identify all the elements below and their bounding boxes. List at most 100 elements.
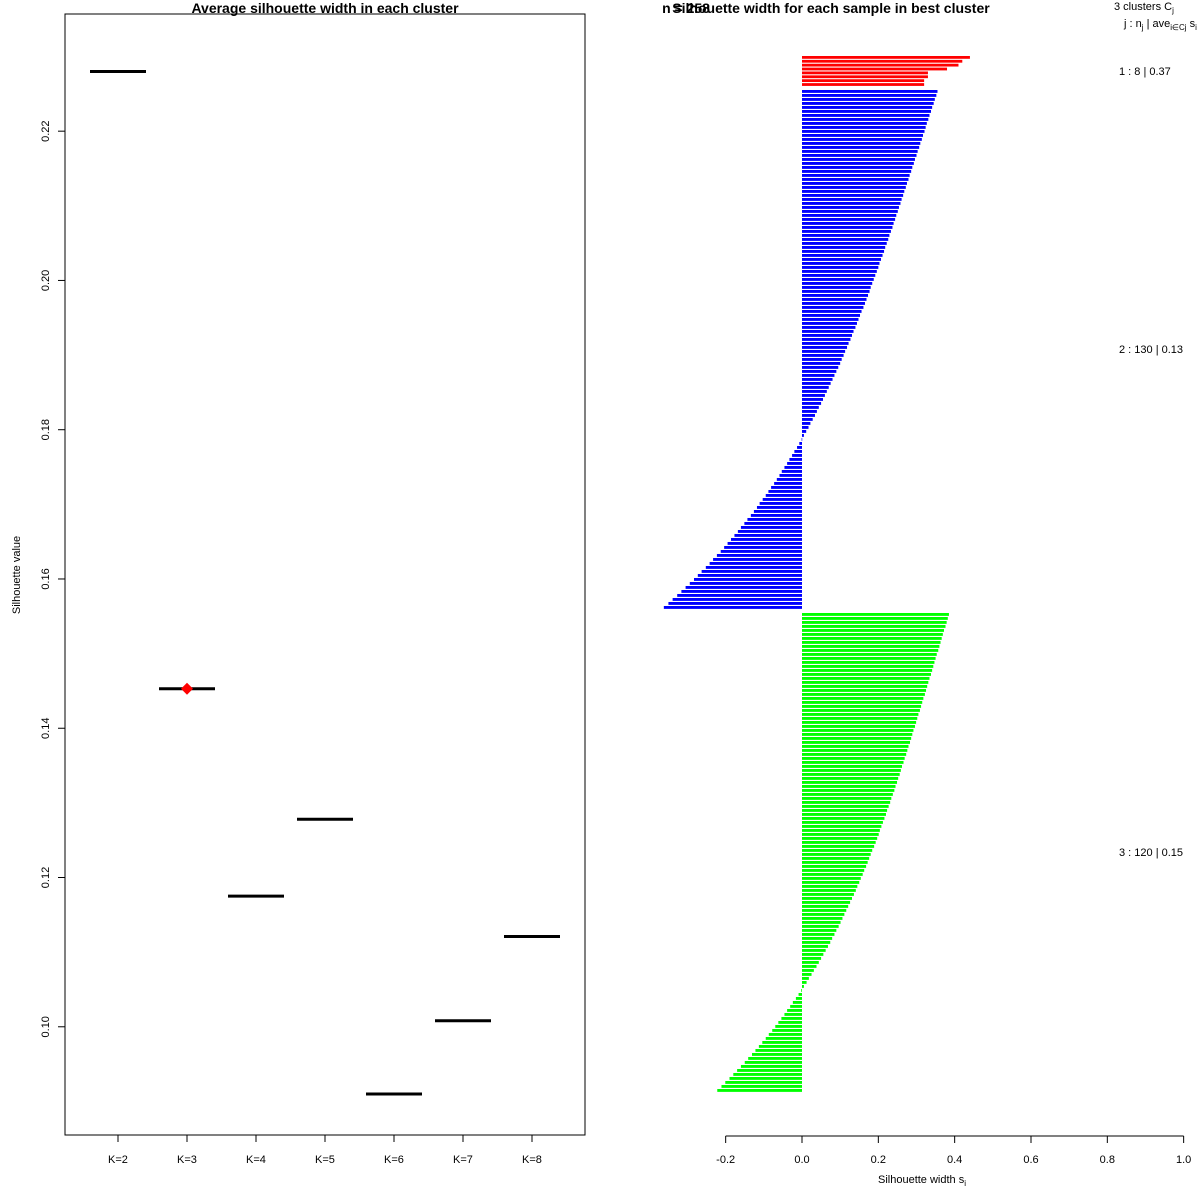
- silhouette-bar-c3-114: [737, 1069, 802, 1072]
- silhouette-bar-c3-104: [772, 1029, 802, 1032]
- silhouette-bar-c2-41: [802, 254, 883, 257]
- silhouette-bar-c2-17: [802, 158, 915, 161]
- silhouette-bar-c3-63: [802, 865, 867, 868]
- silhouette-bar-c3-116: [729, 1077, 802, 1080]
- silhouette-bar-c2-107: [747, 518, 802, 521]
- left-y-axis-label: Silhouette value: [11, 536, 23, 614]
- silhouette-bar-c2-22: [802, 178, 909, 181]
- cluster-legend: 3 clusters Cj j : nj | avei∈Cj si 1 : 8 …: [1114, 1, 1197, 859]
- silhouette-bar-c3-30: [802, 733, 913, 736]
- left-x-tick-label-4: K=6: [384, 1154, 404, 1166]
- silhouette-bar-c3-103: [775, 1025, 802, 1028]
- silhouette-bar-c2-71: [802, 374, 835, 377]
- silhouette-bar-c2-7: [802, 118, 929, 121]
- silhouette-bar-c2-124: [685, 586, 802, 589]
- silhouette-bar-c2-63: [802, 342, 849, 345]
- silhouette-bar-c3-101: [781, 1017, 802, 1020]
- silhouette-bar-c3-22: [802, 701, 923, 704]
- silhouette-bar-c2-100: [768, 490, 802, 493]
- legend-header-columns: j : nj | avei∈Cj si: [1123, 18, 1197, 32]
- silhouette-bar-c3-20: [802, 693, 925, 696]
- avg-silhouette-panel: Average silhouette width in each cluster…: [11, 0, 586, 1166]
- silhouette-bar-c3-10: [802, 653, 937, 656]
- silhouette-bar-c2-84: [802, 426, 809, 429]
- silhouette-bar-c2-119: [705, 566, 802, 569]
- silhouette-bar-c3-8: [802, 645, 940, 648]
- silhouette-bar-c2-38: [802, 242, 887, 245]
- silhouette-bar-c2-120: [701, 570, 802, 573]
- silhouette-bar-c2-128: [668, 602, 802, 605]
- silhouette-bar-c2-32: [802, 218, 896, 221]
- silhouette-bar-c3-94: [801, 989, 802, 992]
- silhouette-bar-c3-48: [802, 805, 889, 808]
- left-y-tick-label-5: 0.20: [40, 270, 52, 291]
- right-x-axis-label: Silhouette width si: [878, 1174, 966, 1188]
- silhouette-bar-c3-105: [768, 1033, 802, 1036]
- best-k-marker: [181, 682, 193, 695]
- silhouette-bar-c3-70: [802, 893, 854, 896]
- silhouette-bar-c2-91: [792, 454, 802, 457]
- silhouette-bar-c2-104: [756, 506, 802, 509]
- silhouette-bar-c2-109: [740, 526, 802, 529]
- silhouette-bar-c3-12: [802, 661, 935, 664]
- left-chart-title: Average silhouette width in each cluster: [191, 0, 459, 16]
- silhouette-bar-c3-50: [802, 813, 886, 816]
- silhouette-bar-c3-0: [802, 613, 949, 616]
- silhouette-bar-c3-112: [744, 1061, 802, 1064]
- sample-silhouette-panel: Silhouette width for each sample in best…: [662, 0, 1197, 1188]
- silhouette-bar-c2-56: [802, 314, 861, 317]
- silhouette-bar-c3-76: [802, 917, 843, 920]
- silhouette-bar-c3-118: [721, 1085, 802, 1088]
- silhouette-bar-c3-67: [802, 881, 860, 884]
- silhouette-bar-c3-26: [802, 717, 918, 720]
- silhouette-bar-c3-44: [802, 789, 895, 792]
- silhouette-bar-c2-60: [802, 330, 854, 333]
- silhouette-bar-c3-9: [802, 649, 939, 652]
- silhouette-bar-c3-62: [802, 861, 868, 864]
- silhouette-bar-c2-89: [797, 446, 802, 449]
- silhouette-bar-c3-39: [802, 769, 901, 772]
- silhouette-bar-c3-98: [790, 1005, 802, 1008]
- silhouette-bar-c3-24: [802, 709, 920, 712]
- silhouette-bar-c2-49: [802, 286, 871, 289]
- legend-header-clusters: 3 clusters Cj: [1114, 1, 1174, 15]
- silhouette-bar-c2-123: [689, 582, 802, 585]
- silhouette-bar-c3-34: [802, 749, 908, 752]
- silhouette-bar-c3-69: [802, 889, 856, 892]
- silhouette-bar-c2-14: [802, 146, 920, 149]
- silhouette-bar-c3-41: [802, 777, 899, 780]
- silhouette-bar-c1-5: [802, 75, 928, 79]
- silhouette-bar-c3-3: [802, 625, 946, 628]
- right-overlap-text: n = 258: [662, 0, 710, 16]
- silhouette-bar-c3-117: [725, 1081, 802, 1084]
- silhouette-bar-c2-33: [802, 222, 894, 225]
- silhouette-bar-c3-49: [802, 809, 888, 812]
- silhouette-bar-c2-19: [802, 166, 913, 169]
- silhouette-bar-c2-15: [802, 150, 918, 153]
- silhouette-bar-c3-110: [752, 1053, 802, 1056]
- silhouette-bar-c3-5: [802, 633, 943, 636]
- left-y-tick-label-0: 0.10: [40, 1016, 52, 1037]
- silhouette-bar-c2-24: [802, 186, 906, 189]
- silhouette-bar-c3-74: [802, 909, 847, 912]
- left-y-tick-label-6: 0.22: [40, 120, 52, 141]
- left-x-tick-label-1: K=3: [177, 1154, 197, 1166]
- silhouette-bar-c3-89: [802, 969, 814, 972]
- silhouette-bar-c2-67: [802, 358, 842, 361]
- silhouette-bar-c3-21: [802, 697, 924, 700]
- silhouette-bar-c2-72: [802, 378, 833, 381]
- left-x-tick-label-0: K=2: [108, 1154, 128, 1166]
- silhouette-bar-c2-121: [697, 574, 802, 577]
- silhouette-bar-c2-59: [802, 326, 856, 329]
- silhouette-bar-c1-6: [802, 79, 925, 83]
- silhouette-bar-c2-1: [802, 94, 937, 97]
- silhouette-bar-c3-47: [802, 801, 891, 804]
- right-x-tick-label-1: 0.0: [794, 1154, 809, 1166]
- silhouette-bar-c3-81: [802, 937, 833, 940]
- silhouette-bar-c1-3: [802, 67, 948, 71]
- silhouette-bar-c2-46: [802, 274, 876, 277]
- silhouette-bar-c3-88: [802, 965, 817, 968]
- silhouette-bar-c3-14: [802, 669, 933, 672]
- silhouette-bar-c3-38: [802, 765, 902, 768]
